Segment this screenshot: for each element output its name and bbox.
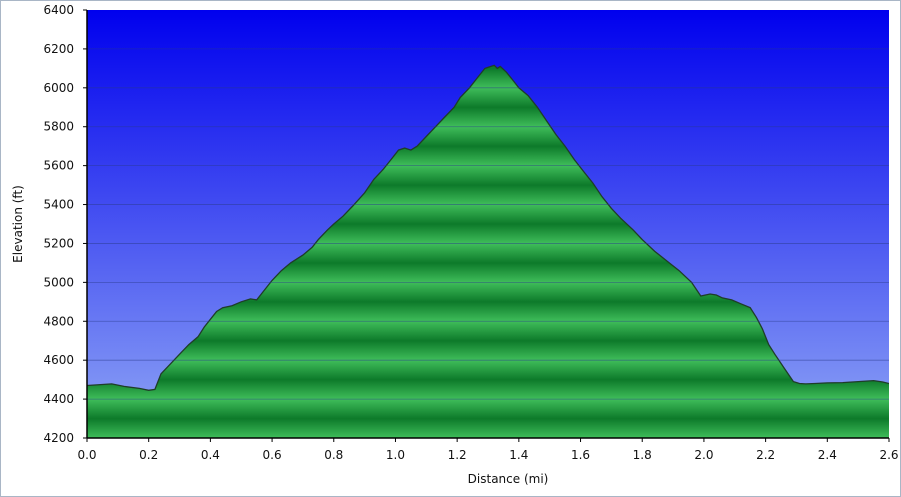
x-tick-label: 0.0 xyxy=(77,448,96,462)
y-tick-label: 6000 xyxy=(43,81,74,95)
x-tick-label: 1.6 xyxy=(571,448,590,462)
x-tick-label: 0.6 xyxy=(263,448,282,462)
y-tick-label: 5000 xyxy=(43,275,74,289)
x-tick-label: 1.2 xyxy=(448,448,467,462)
y-tick-label: 4400 xyxy=(43,392,74,406)
x-axis-title: Distance (mi) xyxy=(468,472,549,486)
x-tick-label: 2.6 xyxy=(879,448,898,462)
elevation-profile-line xyxy=(87,64,889,391)
y-tick-label: 4800 xyxy=(43,314,74,328)
y-axis-title: Elevation (ft) xyxy=(11,185,25,263)
y-tick-label: 5400 xyxy=(43,198,74,212)
y-tick-label: 4600 xyxy=(43,353,74,367)
x-tick-label: 0.8 xyxy=(324,448,343,462)
y-tick-label: 6200 xyxy=(43,42,74,56)
x-tick-label: 1.8 xyxy=(633,448,652,462)
x-tick-label: 1.0 xyxy=(386,448,405,462)
y-tick-label: 6400 xyxy=(43,3,74,17)
x-tick-label: 0.2 xyxy=(139,448,158,462)
x-tick-label: 1.4 xyxy=(509,448,528,462)
x-tick-label: 2.0 xyxy=(694,448,713,462)
y-tick-label: 5800 xyxy=(43,120,74,134)
y-tick-label: 5200 xyxy=(43,236,74,250)
elevation-area xyxy=(87,65,889,438)
x-tick-label: 2.4 xyxy=(818,448,837,462)
x-tick-label: 0.4 xyxy=(201,448,220,462)
x-tick-label: 2.2 xyxy=(756,448,775,462)
y-tick-label: 5600 xyxy=(43,159,74,173)
y-tick-label: 4200 xyxy=(43,431,74,445)
